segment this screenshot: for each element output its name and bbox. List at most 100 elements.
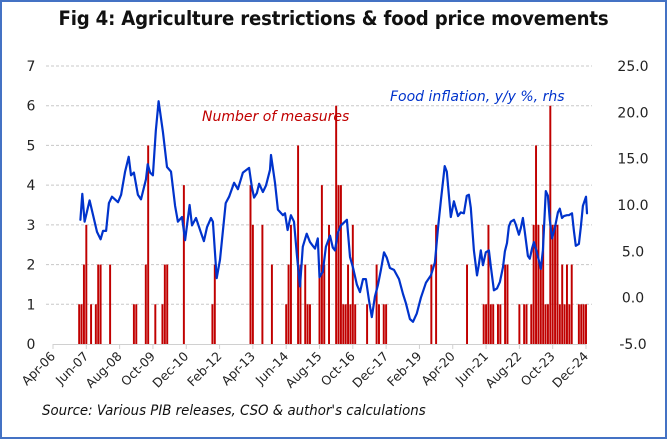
- x-tick-label: Aug-08: [82, 348, 124, 390]
- x-tick-label: Aug-22: [482, 349, 524, 391]
- bar: [382, 304, 385, 344]
- bar: [570, 264, 573, 344]
- bar: [580, 304, 583, 344]
- bar: [299, 264, 302, 344]
- bar: [132, 304, 135, 344]
- bar: [85, 224, 88, 344]
- bar: [318, 264, 321, 344]
- bar: [523, 304, 526, 344]
- bar: [577, 304, 580, 344]
- bar: [166, 264, 169, 344]
- bar: [249, 185, 252, 344]
- y-left-tick-label: 4: [27, 178, 36, 194]
- bar: [211, 304, 214, 344]
- bar: [285, 304, 288, 344]
- bar: [337, 185, 340, 344]
- x-tick-label: Dec-17: [349, 349, 391, 391]
- line-food-inflation: [79, 100, 589, 323]
- bar: [585, 304, 587, 344]
- bar: [525, 304, 528, 344]
- y-right-tick-label: 10.0: [617, 198, 648, 214]
- bar: [161, 304, 164, 344]
- bars-number-of-measures: [78, 105, 587, 344]
- bar: [537, 224, 540, 344]
- bar: [546, 304, 549, 344]
- bar: [297, 145, 300, 344]
- bar: [530, 304, 533, 344]
- y-left-tick-label: 6: [27, 99, 36, 115]
- x-tick-label: Dec-10: [149, 348, 191, 390]
- bar: [251, 224, 254, 344]
- y-left-tick-label: 3: [27, 218, 36, 234]
- bar: [99, 264, 102, 344]
- bar: [349, 304, 352, 344]
- bar: [182, 185, 185, 344]
- y-right-tick-label: 20.0: [617, 105, 648, 121]
- bar: [504, 264, 507, 344]
- chart-title: Fig 4: Agriculture restrictions & food p…: [58, 7, 609, 30]
- bar: [339, 185, 342, 344]
- bar: [435, 224, 438, 344]
- bar: [378, 304, 380, 344]
- bar: [109, 264, 112, 344]
- bar: [582, 304, 585, 344]
- bar: [163, 264, 166, 344]
- bar: [496, 304, 499, 344]
- x-tick-label: Feb-12: [184, 349, 225, 390]
- bar: [558, 304, 561, 344]
- bar: [135, 304, 138, 344]
- bar: [542, 224, 545, 344]
- bar: [78, 304, 81, 344]
- y-right-tick-label: -5.0: [619, 337, 646, 353]
- x-tick-label: Apr-20: [418, 348, 458, 388]
- bar: [287, 264, 290, 344]
- y-left-tick-label: 7: [27, 59, 36, 75]
- y-left-tick-label: 1: [27, 297, 36, 313]
- x-tick-label: Apr-06: [18, 348, 58, 388]
- y-right-tick-label: 5.0: [622, 244, 644, 260]
- chart-source-note: Source: Various PIB releases, CSO & auth…: [42, 403, 426, 419]
- x-tick-label: Dec-24: [549, 348, 591, 390]
- y-left-tick-label: 5: [27, 138, 36, 154]
- bar: [90, 304, 93, 344]
- bar: [487, 224, 490, 344]
- bar: [499, 304, 502, 344]
- bar: [466, 264, 469, 344]
- y-right-tick-label: 15.0: [617, 152, 648, 168]
- bar: [304, 264, 307, 344]
- bar: [489, 304, 492, 344]
- bar: [94, 304, 97, 344]
- x-tick-label: Feb-19: [384, 348, 425, 389]
- bar: [320, 185, 323, 344]
- bar: [485, 304, 488, 344]
- annotation-food-inflation: Food inflation, y/y %, rhs: [390, 89, 565, 105]
- bar: [482, 304, 485, 344]
- bar: [144, 264, 147, 344]
- bar: [213, 264, 216, 344]
- y-left-tick-label: 0: [27, 337, 36, 353]
- bar: [518, 304, 521, 344]
- y-right-tick-label: 0.0: [622, 291, 644, 307]
- bar: [556, 224, 559, 344]
- bar: [506, 264, 509, 344]
- bar: [97, 264, 100, 344]
- bar: [147, 145, 150, 344]
- bar: [563, 304, 566, 344]
- annotation-number-of-measures: Number of measures: [202, 109, 349, 125]
- bar: [80, 304, 83, 344]
- bar: [375, 264, 378, 344]
- bar: [551, 224, 554, 344]
- bar: [154, 304, 157, 344]
- bar: [535, 145, 538, 344]
- bar: [568, 304, 571, 344]
- bar: [544, 304, 547, 344]
- bar: [323, 264, 326, 344]
- bar: [351, 224, 354, 344]
- bar: [270, 264, 273, 344]
- bar: [354, 304, 357, 344]
- bar: [347, 264, 350, 344]
- bar: [306, 304, 309, 344]
- bar: [385, 304, 388, 344]
- x-tick-label: Aug-15: [282, 349, 324, 391]
